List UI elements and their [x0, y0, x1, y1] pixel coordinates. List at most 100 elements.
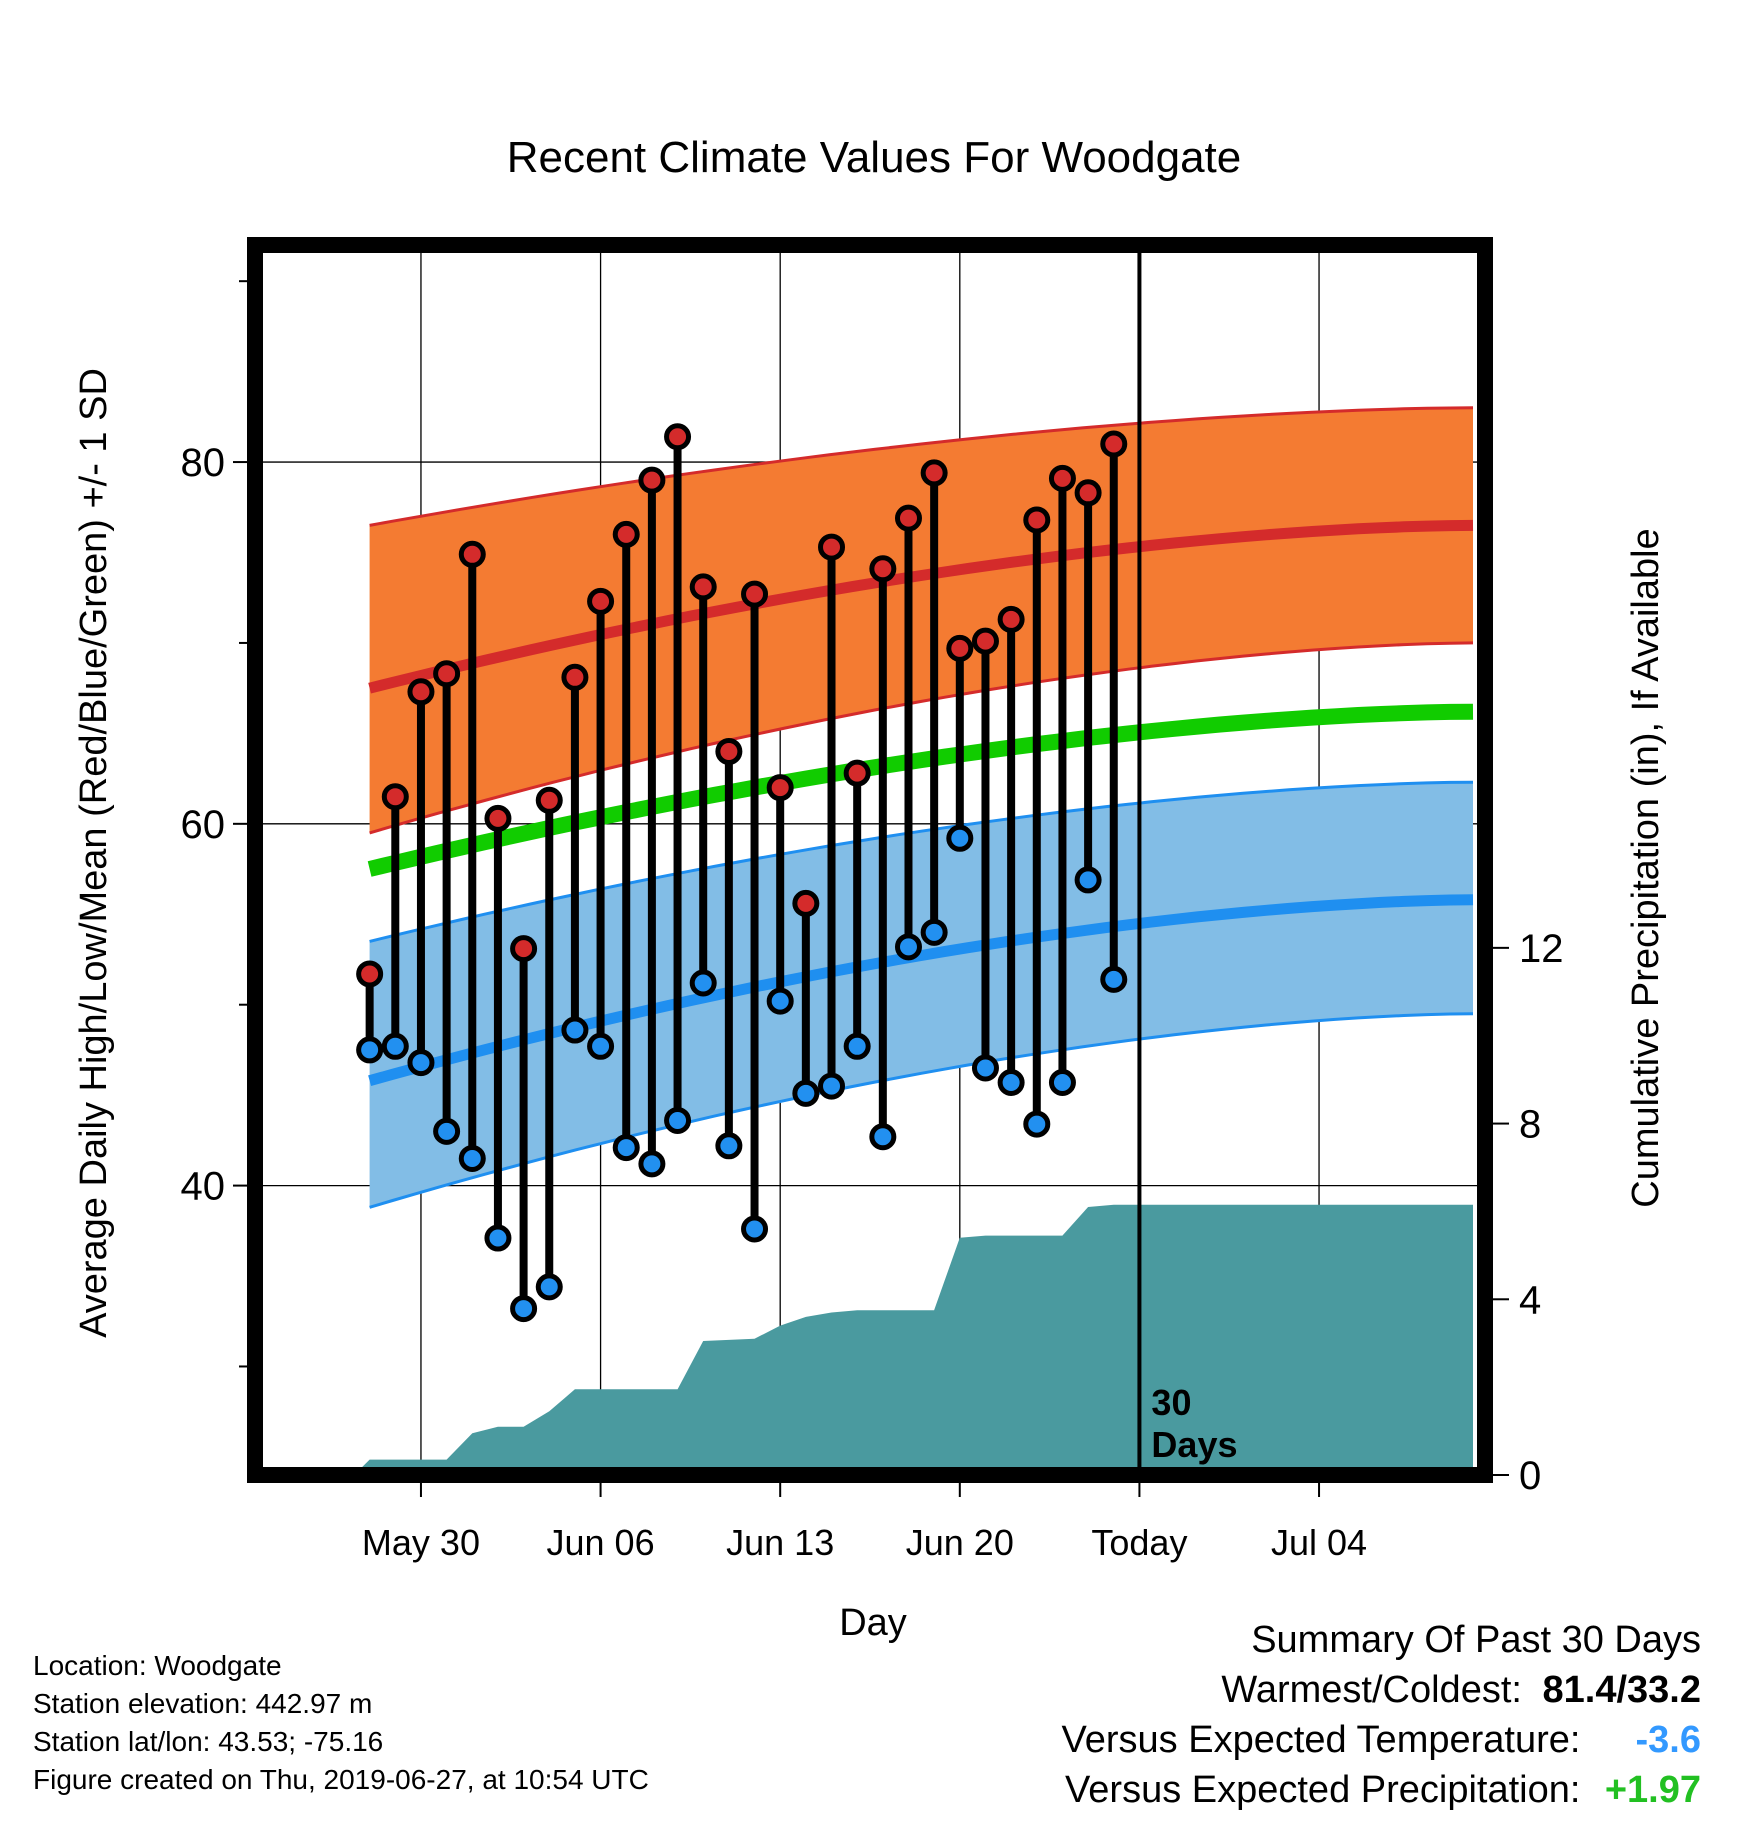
daily-high-point	[587, 587, 615, 615]
daily-high-point	[407, 678, 435, 706]
y-axis-right-label: Cumulative Precipitation (in), If Availa…	[1625, 528, 1667, 1207]
x-tick-label: Jun 20	[906, 1522, 1014, 1563]
temp-anomaly-value: -3.6	[1635, 1719, 1701, 1761]
station-elevation: Station elevation: 442.97 m	[33, 1688, 373, 1719]
daily-low-point	[510, 1295, 538, 1323]
normal-low-lower-edge	[369, 1012, 1474, 1209]
today-window-label-line: Days	[1151, 1424, 1237, 1465]
daily-high-point	[818, 533, 846, 561]
normal-low-mean-line	[368, 894, 1474, 1086]
daily-low-point	[946, 824, 974, 852]
daily-high-point	[1023, 506, 1051, 534]
x-tick-label: Jun 06	[547, 1522, 655, 1563]
daily-high-point	[741, 580, 769, 608]
daily-low-point	[356, 1036, 384, 1064]
daily-low-point	[381, 1032, 409, 1060]
y-right-tick-label: 0	[1519, 1454, 1541, 1498]
normal-low-band	[369, 782, 1474, 1208]
daily-low-point	[715, 1132, 743, 1160]
daily-high-point	[894, 504, 922, 532]
daily-high-point	[997, 605, 1025, 633]
precip-anomaly-value: +1.97	[1604, 1769, 1701, 1811]
daily-high-point	[869, 555, 897, 583]
x-tick-label: Jul 04	[1271, 1522, 1367, 1563]
y-right-tick-label: 4	[1519, 1278, 1541, 1322]
daily-high-point	[1074, 479, 1102, 507]
y-left-tick-label: 60	[181, 803, 226, 847]
x-tick-label: Today	[1091, 1522, 1187, 1563]
daily-low-point	[971, 1054, 999, 1082]
daily-low-point	[407, 1049, 435, 1077]
daily-low-point	[612, 1134, 640, 1162]
daily-low-point	[843, 1032, 871, 1060]
y-axis-left-label: Average Daily High/Low/Mean (Red/Blue/Gr…	[73, 368, 115, 1338]
daily-low-point	[818, 1072, 846, 1100]
summary-panel: Summary Of Past 30 Days Warmest/Coldest:…	[1062, 1615, 1701, 1815]
daily-high-point	[920, 459, 948, 487]
station-latlon: Station lat/lon: 43.53; -75.16	[33, 1726, 384, 1757]
daily-high-point	[433, 660, 461, 688]
precip-anomaly-label: Versus Expected Precipitation:	[1065, 1769, 1581, 1811]
daily-high-point	[715, 737, 743, 765]
daily-high-point	[766, 774, 794, 802]
daily-low-point	[561, 1016, 589, 1044]
chart-title: Recent Climate Values For Woodgate	[507, 133, 1242, 182]
daily-high-point	[535, 786, 563, 814]
warm-cold-value: 81.4/33.2	[1542, 1669, 1701, 1711]
summary-temp-anomaly: Versus Expected Temperature: -3.6	[1062, 1715, 1701, 1765]
daily-high-point	[689, 573, 717, 601]
summary-precip-anomaly: Versus Expected Precipitation: +1.97	[1062, 1765, 1701, 1815]
daily-low-point	[689, 969, 717, 997]
daily-low-point	[766, 987, 794, 1015]
y-right-tick-label: 8	[1519, 1103, 1541, 1147]
station-info: Location: Woodgate Station elevation: 44…	[33, 1647, 649, 1799]
daily-high-point	[612, 520, 640, 548]
daily-low-point	[664, 1106, 692, 1134]
normal-high-upper-edge	[369, 406, 1474, 527]
figure-created: Figure created on Thu, 2019-06-27, at 10…	[33, 1764, 649, 1795]
daily-high-point	[458, 540, 486, 568]
x-axis-label: Day	[839, 1602, 907, 1644]
daily-low-point	[1048, 1068, 1076, 1096]
temp-anomaly-label: Versus Expected Temperature:	[1061, 1719, 1581, 1761]
warm-cold-label: Warmest/Coldest:	[1221, 1669, 1522, 1711]
daily-low-point	[741, 1215, 769, 1243]
today-window-label: 30 Days	[1151, 1382, 1237, 1465]
daily-high-point	[510, 935, 538, 963]
daily-low-point	[1023, 1110, 1051, 1138]
daily-high-point	[1048, 464, 1076, 492]
normal-low-upper-edge	[369, 780, 1474, 943]
daily-high-point	[484, 804, 512, 832]
daily-high-point	[1100, 430, 1128, 458]
daily-high-point	[843, 759, 871, 787]
daily-low-point	[869, 1123, 897, 1151]
today-window-label-line: 30	[1151, 1382, 1191, 1423]
daily-low-point	[792, 1079, 820, 1107]
daily-high-point	[971, 627, 999, 655]
daily-low-point	[458, 1144, 486, 1172]
daily-low-point	[484, 1224, 512, 1252]
daily-high-point	[946, 634, 974, 662]
daily-low-point	[638, 1150, 666, 1178]
summary-warm-cold: Warmest/Coldest: 81.4/33.2	[1062, 1665, 1701, 1715]
daily-low-point	[587, 1032, 615, 1060]
daily-high-point	[356, 960, 384, 988]
normal-mean-line	[367, 703, 1474, 877]
daily-high-point	[561, 663, 589, 691]
daily-low-point	[433, 1117, 461, 1145]
normal-high-band	[369, 407, 1474, 833]
daily-low-point	[1100, 965, 1128, 993]
daily-low-point	[894, 933, 922, 961]
daily-high-point	[381, 783, 409, 811]
summary-heading: Summary Of Past 30 Days	[1251, 1619, 1701, 1661]
y-right-tick-label: 12	[1519, 927, 1564, 971]
normal-high-lower-edge	[369, 641, 1474, 835]
daily-low-point	[997, 1068, 1025, 1096]
x-tick-label: Jun 13	[726, 1522, 834, 1563]
plot-area: 30 Days	[255, 245, 1485, 1475]
daily-high-point	[664, 423, 692, 451]
axes: 40 60 80 0 4 8 12 May 30 Jun 06 Jun 13 Jun 20 Today…	[181, 237, 1564, 1563]
cumulative-precip-area	[354, 1204, 1474, 1475]
daily-high-point	[792, 889, 820, 917]
